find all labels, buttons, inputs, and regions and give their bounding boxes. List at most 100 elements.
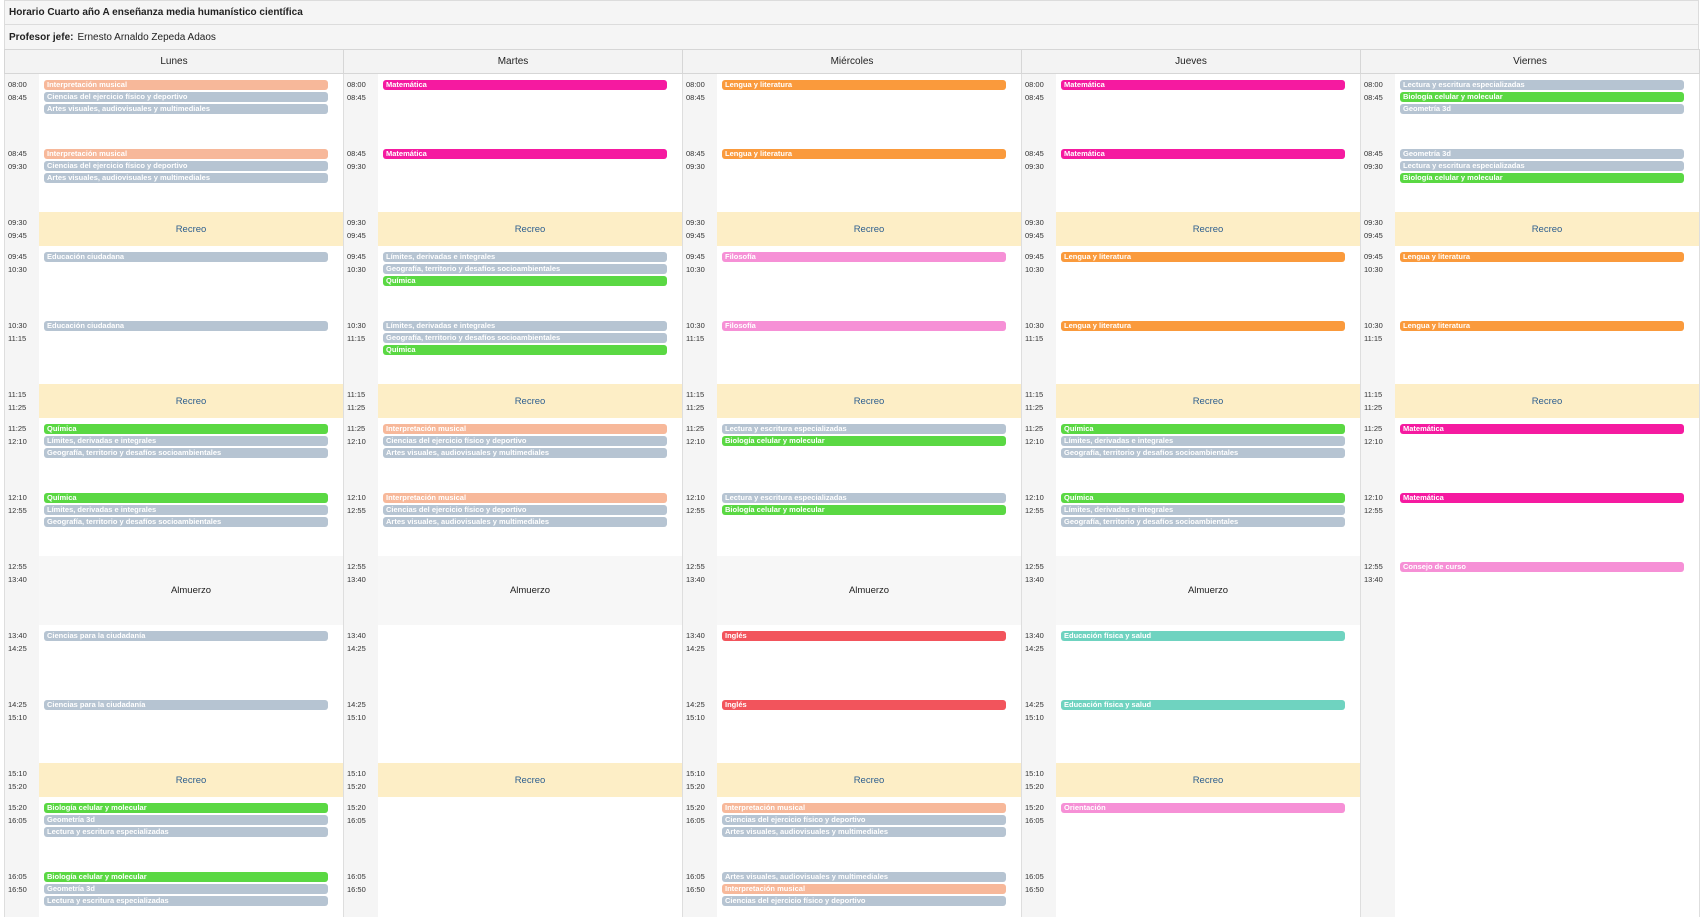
subject-chip-quimica[interactable]: Química (1061, 424, 1345, 434)
subject-chip-biologia-celular-y-molecular[interactable]: Biología celular y molecular (1400, 92, 1684, 102)
subject-chip-educacion-fisica-y-salud[interactable]: Educación física y salud (1061, 631, 1345, 641)
subject-chip-limites-derivadas-e-integrales[interactable]: Límites, derivadas e integrales (383, 321, 667, 331)
subject-chip-lengua-y-literatura[interactable]: Lengua y literatura (1061, 321, 1345, 331)
subject-chip-educacion-fisica-y-salud[interactable]: Educación física y salud (1061, 700, 1345, 710)
subject-chip-matematica[interactable]: Matemática (383, 149, 667, 159)
slot-cell[interactable]: Lengua y literatura (1056, 315, 1361, 385)
subject-chip-lengua-y-literatura[interactable]: Lengua y literatura (722, 80, 1006, 90)
slot-cell[interactable]: Interpretación musical Ciencias del ejerc… (39, 74, 344, 144)
subject-chip-lengua-y-literatura[interactable]: Lengua y literatura (722, 149, 1006, 159)
subject-chip-lectura-y-escritura-especializadas[interactable]: Lectura y escritura especializadas (1400, 161, 1684, 171)
subject-chip-filosofia[interactable]: Filosofía (722, 321, 1006, 331)
slot-cell[interactable]: Interpretación musical Ciencias del ejerc… (378, 487, 683, 557)
subject-chip-artes-visuales-audiovisuales-y-multimediales[interactable]: Artes visuales, audiovisuales y multimed… (383, 448, 667, 458)
subject-chip-artes-visuales-audiovisuales-y-multimediales[interactable]: Artes visuales, audiovisuales y multimed… (383, 517, 667, 527)
subject-chip-geometria-3d[interactable]: Geometría 3d (44, 884, 328, 894)
slot-cell[interactable] (378, 625, 683, 695)
subject-chip-biologia-celular-y-molecular[interactable]: Biología celular y molecular (1400, 173, 1684, 183)
subject-chip-lectura-y-escritura-especializadas[interactable]: Lectura y escritura especializadas (722, 493, 1006, 503)
slot-cell[interactable]: Biología celular y molecular Geometría 3d… (39, 797, 344, 867)
subject-chip-quimica[interactable]: Química (1061, 493, 1345, 503)
subject-chip-consejo-de-curso[interactable]: Consejo de curso (1400, 562, 1684, 572)
slot-cell[interactable]: Química Límites, derivadas e integrales Ge… (1056, 418, 1361, 488)
slot-cell[interactable]: Matemática (378, 143, 683, 213)
subject-chip-interpretacion-musical[interactable]: Interpretación musical (44, 149, 328, 159)
slot-cell[interactable]: Lectura y escritura especializadas Biolog… (717, 418, 1022, 488)
slot-cell[interactable]: Matemática (1395, 487, 1700, 557)
subject-chip-matematica[interactable]: Matemática (1400, 493, 1684, 503)
subject-chip-ingles[interactable]: Inglés (722, 631, 1006, 641)
subject-chip-artes-visuales-audiovisuales-y-multimediales[interactable]: Artes visuales, audiovisuales y multimed… (722, 827, 1006, 837)
subject-chip-ciencias-del-ejercicio-fisico-y-deportivo[interactable]: Ciencias del ejercicio físico y deportiv… (383, 436, 667, 446)
subject-chip-lectura-y-escritura-especializadas[interactable]: Lectura y escritura especializadas (44, 896, 328, 906)
subject-chip-limites-derivadas-e-integrales[interactable]: Límites, derivadas e integrales (1061, 436, 1345, 446)
subject-chip-ciencias-del-ejercicio-fisico-y-deportivo[interactable]: Ciencias del ejercicio físico y deportiv… (722, 896, 1006, 906)
slot-cell[interactable]: Inglés (717, 694, 1022, 764)
subject-chip-limites-derivadas-e-integrales[interactable]: Límites, derivadas e integrales (44, 505, 328, 515)
subject-chip-interpretacion-musical[interactable]: Interpretación musical (722, 884, 1006, 894)
subject-chip-limites-derivadas-e-integrales[interactable]: Límites, derivadas e integrales (383, 252, 667, 262)
slot-cell[interactable]: Filosofía (717, 246, 1022, 316)
subject-chip-biologia-celular-y-molecular[interactable]: Biología celular y molecular (44, 803, 328, 813)
subject-chip-quimica[interactable]: Química (383, 276, 667, 286)
subject-chip-lengua-y-literatura[interactable]: Lengua y literatura (1400, 321, 1684, 331)
slot-cell[interactable]: Límites, derivadas e integrales Geografía… (378, 315, 683, 385)
subject-chip-artes-visuales-audiovisuales-y-multimediales[interactable]: Artes visuales, audiovisuales y multimed… (44, 173, 328, 183)
slot-cell[interactable]: Educación ciudadana (39, 246, 344, 316)
subject-chip-ciencias-del-ejercicio-fisico-y-deportivo[interactable]: Ciencias del ejercicio físico y deportiv… (44, 161, 328, 171)
subject-chip-educacion-ciudadana[interactable]: Educación ciudadana (44, 252, 328, 262)
subject-chip-filosofia[interactable]: Filosofía (722, 252, 1006, 262)
subject-chip-quimica[interactable]: Química (383, 345, 667, 355)
slot-cell[interactable]: Lectura y escritura especializadas Biolog… (1395, 74, 1700, 144)
subject-chip-geometria-3d[interactable]: Geometría 3d (1400, 104, 1684, 114)
subject-chip-interpretacion-musical[interactable]: Interpretación musical (722, 803, 1006, 813)
slot-cell[interactable]: Lengua y literatura (1056, 246, 1361, 316)
subject-chip-matematica[interactable]: Matemática (383, 80, 667, 90)
subject-chip-geografia-territorio-y-desafios-socioambientales[interactable]: Geografía, territorio y desafíos socioam… (383, 264, 667, 274)
slot-cell[interactable]: Límites, derivadas e integrales Geografía… (378, 246, 683, 316)
slot-cell[interactable]: Lectura y escritura especializadas Biolog… (717, 487, 1022, 557)
slot-cell[interactable]: Química Límites, derivadas e integrales Ge… (39, 418, 344, 488)
subject-chip-ciencias-para-la-ciudadania[interactable]: Ciencias para la ciudadanía (44, 631, 328, 641)
slot-cell[interactable]: Artes visuales, audiovisuales y multimed… (717, 866, 1022, 917)
subject-chip-matematica[interactable]: Matemática (1400, 424, 1684, 434)
subject-chip-biologia-celular-y-molecular[interactable]: Biología celular y molecular (722, 436, 1006, 446)
subject-chip-limites-derivadas-e-integrales[interactable]: Límites, derivadas e integrales (44, 436, 328, 446)
slot-cell[interactable]: Ciencias para la ciudadanía (39, 625, 344, 695)
subject-chip-geografia-territorio-y-desafios-socioambientales[interactable]: Geografía, territorio y desafíos socioam… (1061, 448, 1345, 458)
subject-chip-ciencias-para-la-ciudadania[interactable]: Ciencias para la ciudadanía (44, 700, 328, 710)
slot-cell[interactable]: Química Límites, derivadas e integrales Ge… (1056, 487, 1361, 557)
slot-cell[interactable]: Biología celular y molecular Geometría 3d… (39, 866, 344, 917)
subject-chip-biologia-celular-y-molecular[interactable]: Biología celular y molecular (44, 872, 328, 882)
slot-cell[interactable]: Lengua y literatura (1395, 315, 1700, 385)
subject-chip-matematica[interactable]: Matemática (1061, 149, 1345, 159)
slot-cell[interactable]: Lengua y literatura (717, 74, 1022, 144)
subject-chip-lectura-y-escritura-especializadas[interactable]: Lectura y escritura especializadas (722, 424, 1006, 434)
subject-chip-educacion-ciudadana[interactable]: Educación ciudadana (44, 321, 328, 331)
subject-chip-interpretacion-musical[interactable]: Interpretación musical (383, 493, 667, 503)
subject-chip-lengua-y-literatura[interactable]: Lengua y literatura (1061, 252, 1345, 262)
subject-chip-geografia-territorio-y-desafios-socioambientales[interactable]: Geografía, territorio y desafíos socioam… (44, 517, 328, 527)
subject-chip-ciencias-del-ejercicio-fisico-y-deportivo[interactable]: Ciencias del ejercicio físico y deportiv… (383, 505, 667, 515)
slot-cell[interactable]: Orientación (1056, 797, 1361, 867)
slot-cell[interactable]: Geometría 3d Lectura y escritura especial… (1395, 143, 1700, 213)
slot-cell[interactable]: Educación física y salud (1056, 694, 1361, 764)
subject-chip-matematica[interactable]: Matemática (1061, 80, 1345, 90)
subject-chip-geografia-territorio-y-desafios-socioambientales[interactable]: Geografía, territorio y desafíos socioam… (44, 448, 328, 458)
slot-cell[interactable]: Lengua y literatura (717, 143, 1022, 213)
subject-chip-lengua-y-literatura[interactable]: Lengua y literatura (1400, 252, 1684, 262)
subject-chip-geografia-territorio-y-desafios-socioambientales[interactable]: Geografía, territorio y desafíos socioam… (383, 333, 667, 343)
slot-cell[interactable]: Ciencias para la ciudadanía (39, 694, 344, 764)
subject-chip-interpretacion-musical[interactable]: Interpretación musical (44, 80, 328, 90)
slot-cell[interactable]: Matemática (1056, 143, 1361, 213)
subject-chip-quimica[interactable]: Química (44, 424, 328, 434)
subject-chip-artes-visuales-audiovisuales-y-multimediales[interactable]: Artes visuales, audiovisuales y multimed… (722, 872, 1006, 882)
subject-chip-lectura-y-escritura-especializadas[interactable]: Lectura y escritura especializadas (1400, 80, 1684, 90)
subject-chip-ciencias-del-ejercicio-fisico-y-deportivo[interactable]: Ciencias del ejercicio físico y deportiv… (44, 92, 328, 102)
slot-cell[interactable]: Lengua y literatura (1395, 246, 1700, 316)
subject-chip-limites-derivadas-e-integrales[interactable]: Límites, derivadas e integrales (1061, 505, 1345, 515)
subject-chip-geometria-3d[interactable]: Geometría 3d (1400, 149, 1684, 159)
slot-cell[interactable]: Educación física y salud (1056, 625, 1361, 695)
slot-cell[interactable]: Educación ciudadana (39, 315, 344, 385)
subject-chip-quimica[interactable]: Química (44, 493, 328, 503)
